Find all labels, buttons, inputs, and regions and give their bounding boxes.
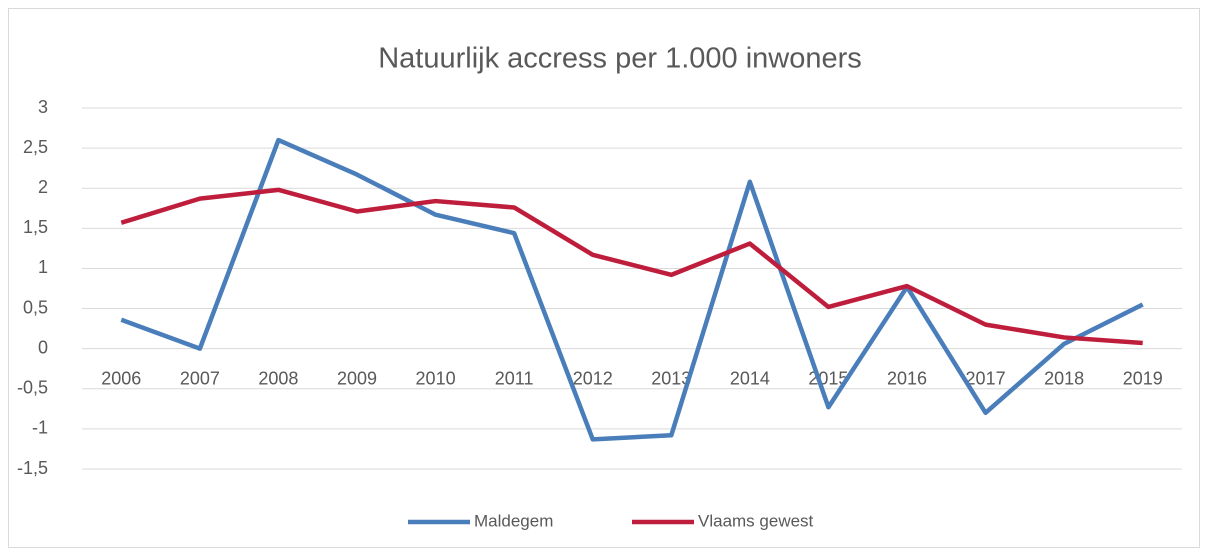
- x-tick-label: 2012: [573, 368, 613, 388]
- y-tick-label: 1: [38, 257, 48, 277]
- y-tick-label: 0: [38, 337, 48, 357]
- series-line: [120, 137, 1144, 442]
- y-tick-label: 0,5: [23, 297, 48, 317]
- legend-label: Maldegem: [474, 511, 553, 530]
- series-line: [120, 187, 1143, 346]
- x-tick-label: 2011: [495, 368, 534, 388]
- x-tick-label: 2007: [180, 368, 220, 388]
- x-tick-label: 2018: [1044, 368, 1084, 388]
- y-tick-label: -1: [32, 418, 48, 438]
- y-tick-label: 1,5: [23, 217, 48, 237]
- y-tick-label: 3: [38, 97, 48, 117]
- y-tick-label: -1,5: [17, 458, 48, 478]
- x-tick-label: 2010: [416, 368, 456, 388]
- chart-title: Natuurlijk accress per 1.000 inwoners: [378, 43, 862, 75]
- y-tick-label: -0,5: [17, 378, 48, 398]
- y-tick-label: 2: [38, 177, 48, 197]
- x-tick-label: 2008: [258, 368, 298, 388]
- legend-label: Vlaams gewest: [698, 511, 814, 530]
- x-tick-label: 2014: [730, 368, 770, 388]
- x-tick-label: 2019: [1123, 368, 1163, 388]
- x-tick-label: 2013: [651, 368, 691, 388]
- x-tick-label: 2006: [101, 368, 141, 388]
- x-tick-label: 2017: [966, 368, 1006, 388]
- chart-border: [8, 8, 1200, 548]
- x-tick-label: 2009: [337, 368, 377, 388]
- y-tick-label: 2,5: [23, 137, 48, 157]
- x-tick-label: 2016: [887, 368, 927, 388]
